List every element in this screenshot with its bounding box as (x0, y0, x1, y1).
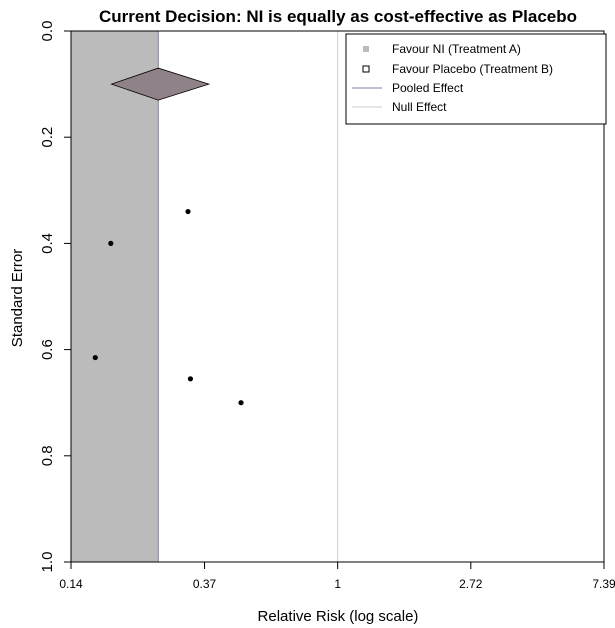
legend-label-null: Null Effect (392, 100, 447, 114)
legend-box (345, 33, 607, 125)
study-point-4 (187, 376, 194, 382)
x-tick-label: 7.39 (592, 577, 615, 591)
study-point-3 (92, 354, 98, 361)
x-axis: 0.14 0.37 1 2.72 7.39 (59, 561, 615, 591)
x-tick-label: 0.14 (59, 577, 83, 591)
plot-area (71, 31, 339, 562)
y-tick-label: 0.2 (39, 127, 56, 148)
favour-ni-region (71, 31, 159, 562)
y-axis: 0.0 0.2 0.4 0.6 0.8 1.0 (39, 21, 72, 573)
legend-label-pooled: Pooled Effect (392, 81, 464, 95)
x-tick-label: 0.37 (193, 577, 217, 591)
y-tick-label: 0.0 (39, 21, 56, 42)
y-tick-label: 0.6 (39, 339, 56, 360)
chart-title: Current Decision: NI is equally as cost-… (99, 7, 577, 26)
x-axis-label: Relative Risk (log scale) (258, 608, 419, 625)
y-tick-label: 0.4 (39, 233, 56, 254)
y-tick-label: 1.0 (39, 552, 56, 573)
x-tick-label: 2.72 (459, 577, 483, 591)
legend-symbol-favour-placebo (362, 65, 370, 73)
pooled-effect-diamond (110, 67, 211, 101)
study-point-5 (238, 400, 244, 406)
y-axis-label: Standard Error (9, 249, 26, 347)
study-points (92, 208, 244, 406)
study-point-1 (185, 208, 191, 215)
legend-label-favour-placebo: Favour Placebo (Treatment B) (392, 62, 553, 76)
y-tick-label: 0.8 (39, 445, 56, 466)
legend-symbol-favour-ni (363, 46, 369, 52)
study-point-2 (108, 240, 114, 246)
legend-label-favour-ni: Favour NI (Treatment A) (392, 42, 521, 56)
x-tick-label: 1 (334, 577, 341, 591)
legend: Favour NI (Treatment A) Favour Placebo (… (345, 33, 607, 125)
